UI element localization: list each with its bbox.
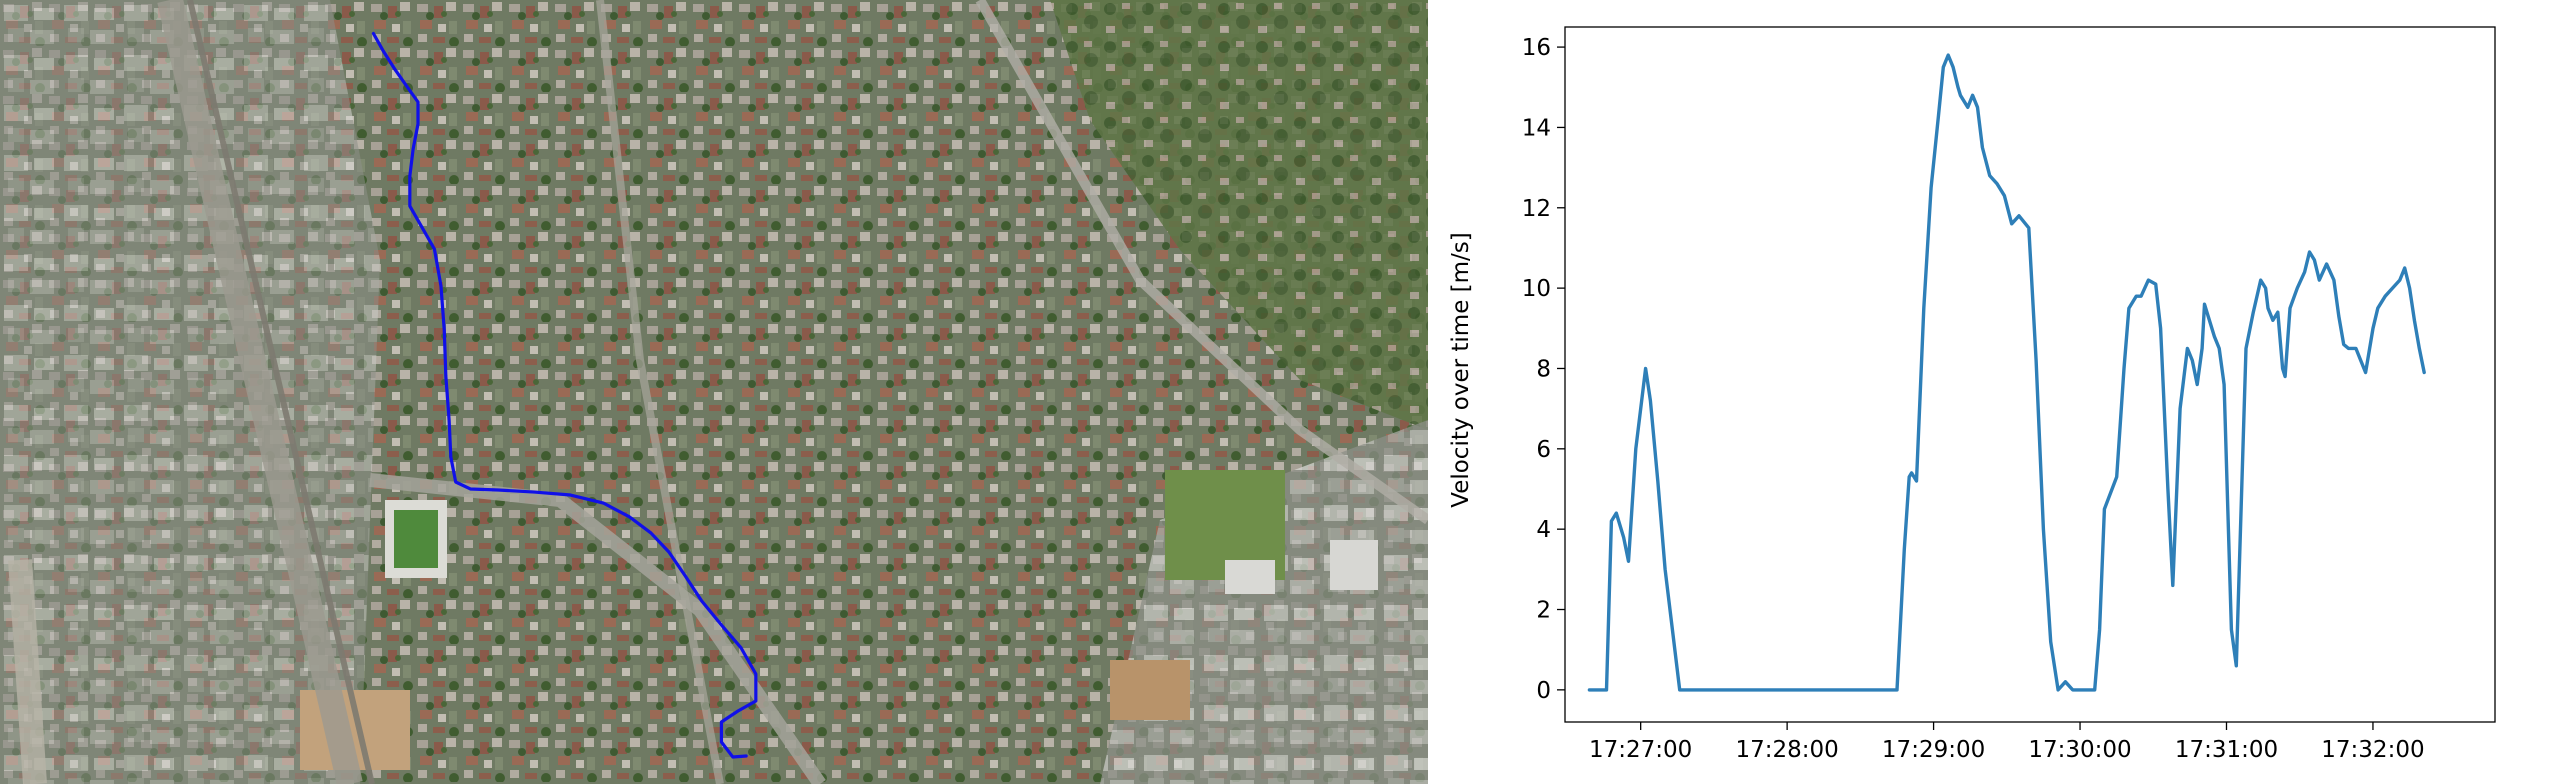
x-tick-label: 17:30:00 xyxy=(2028,737,2131,763)
aerial-map xyxy=(0,0,1428,784)
velocity-series-line xyxy=(1587,53,2426,692)
x-tick-label: 17:28:00 xyxy=(1735,737,1838,763)
plot-area: 0 2 4 6 8 10 12 14 16 17:27:00 17:28:00 17:29:00 17:… xyxy=(1522,26,2496,763)
y-tick-label: 14 xyxy=(1522,115,1551,141)
gps-track-line xyxy=(371,31,758,759)
y-axis-label: Velocity over time [m/s] xyxy=(1448,232,1474,508)
y-tick-label: 6 xyxy=(1536,437,1551,463)
x-tick-label: 17:32:00 xyxy=(2321,737,2424,763)
x-tick-label: 17:29:00 xyxy=(1882,737,1985,763)
y-tick-label: 2 xyxy=(1536,598,1551,624)
aerial-map-image xyxy=(0,0,1428,784)
axes-frame xyxy=(1564,26,2496,723)
gps-track xyxy=(371,31,758,759)
y-tick-label: 4 xyxy=(1536,517,1551,543)
velocity-chart: 0 2 4 6 8 10 12 14 16 17:27:00 17:28:00 17:29:00 17:… xyxy=(1428,0,2566,784)
y-tick-label: 12 xyxy=(1522,196,1551,222)
y-tick-label: 10 xyxy=(1522,276,1551,302)
y-tick-label: 16 xyxy=(1522,35,1551,61)
y-tick-label: 0 xyxy=(1536,678,1551,704)
x-tick-label: 17:31:00 xyxy=(2175,737,2278,763)
y-tick-label: 8 xyxy=(1536,356,1551,382)
x-tick-label: 17:27:00 xyxy=(1589,737,1692,763)
